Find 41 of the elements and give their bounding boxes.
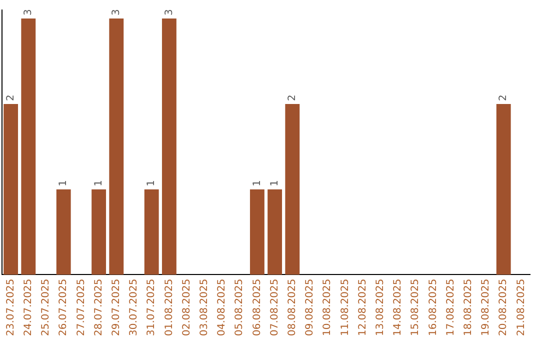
data-label: 1 — [146, 180, 158, 186]
data-label: 1 — [252, 180, 263, 186]
x-tick-label: 29.07.2025 — [110, 278, 122, 336]
x-tick-label: 24.07.2025 — [22, 278, 34, 336]
x-tick-label: 26.07.2025 — [58, 278, 70, 336]
x-tick-label: 23.07.2025 — [5, 278, 16, 336]
x-tick-label: 20.08.2025 — [498, 278, 510, 336]
x-tick-label: 10.08.2025 — [322, 278, 334, 336]
x-tick-label: 25.07.2025 — [40, 278, 52, 336]
x-tick-label: 01.08.2025 — [164, 278, 175, 336]
data-label: 2 — [5, 94, 16, 101]
x-tick-label: 30.07.2025 — [128, 278, 140, 336]
x-tick-label: 09.08.2025 — [304, 278, 316, 336]
x-tick-label: 16.08.2025 — [428, 278, 439, 336]
data-label: 1 — [269, 180, 280, 186]
x-tick-label: 08.08.2025 — [286, 278, 298, 336]
x-tick-label: 12.08.2025 — [357, 278, 368, 336]
x-tick-label: 02.08.2025 — [181, 278, 192, 336]
x-tick-label: 04.08.2025 — [216, 278, 228, 336]
data-label: 3 — [110, 9, 122, 16]
x-tick-label: 21.08.2025 — [516, 278, 527, 336]
x-tick-label: 31.07.2025 — [146, 278, 158, 336]
x-tick-label: 15.08.2025 — [410, 278, 422, 336]
x-tick-label: 03.08.2025 — [198, 278, 210, 336]
x-tick-label: 11.08.2025 — [340, 278, 351, 336]
x-tick-label: 19.08.2025 — [480, 278, 492, 336]
x-tick-label: 28.07.2025 — [93, 278, 104, 336]
data-label: 3 — [22, 9, 34, 16]
x-tick-label: 27.07.2025 — [76, 278, 87, 336]
data-label: 3 — [164, 9, 175, 16]
x-tick-label: 14.08.2025 — [392, 278, 404, 336]
data-label: 1 — [58, 180, 70, 186]
data-label: 2 — [286, 94, 298, 101]
x-tick-label: 05.08.2025 — [234, 278, 246, 336]
x-tick-label: 18.08.2025 — [462, 278, 474, 336]
data-label: 1 — [93, 180, 104, 186]
x-tick-label: 06.08.2025 — [252, 278, 263, 336]
data-label: 2 — [498, 94, 510, 101]
x-tick-label: 17.08.2025 — [445, 278, 456, 336]
x-tick-label: 07.08.2025 — [269, 278, 280, 336]
x-tick-label: 13.08.2025 — [374, 278, 386, 336]
